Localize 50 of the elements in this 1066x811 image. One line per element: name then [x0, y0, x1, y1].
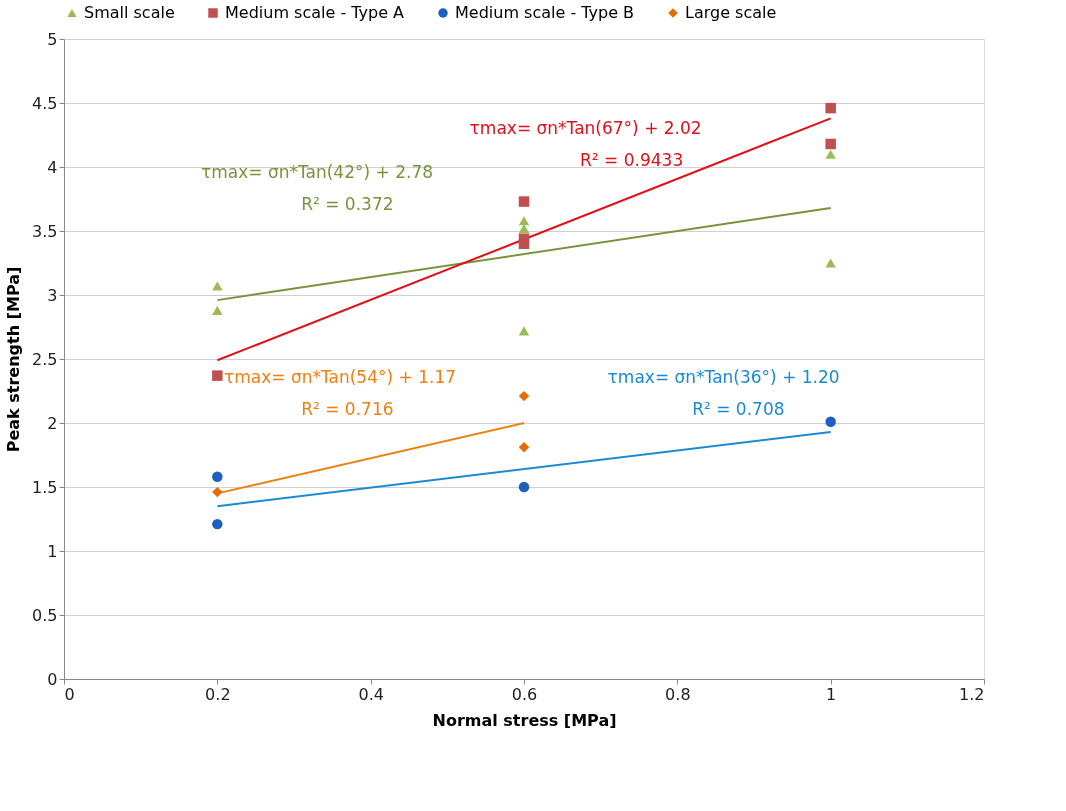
- point: [212, 370, 223, 381]
- annotation: τmax= σn*Tan(54°) + 1.17: [223, 367, 457, 388]
- point: [212, 281, 223, 291]
- annotation: τmax= σn*Tan(36°) + 1.20: [607, 367, 840, 388]
- y-tick-label: 2.5: [32, 349, 58, 369]
- y-axis-title: Peak strength [MPa]: [4, 266, 24, 453]
- point: [518, 196, 530, 207]
- y-tick-label: 1.5: [32, 477, 58, 497]
- annotation: R² = 0.372: [301, 194, 394, 215]
- x-tick-label: 0.2: [205, 684, 231, 704]
- point: [518, 442, 530, 453]
- x-tick-label: 1.2: [959, 684, 985, 704]
- y-tick-label: 0: [47, 669, 58, 689]
- x-tick-label: 1: [826, 684, 837, 704]
- point: [518, 216, 530, 226]
- annotation: τmax= σn*Tan(42°) + 2.78: [200, 162, 434, 183]
- y-tick-label: 1: [47, 541, 58, 561]
- point: [518, 481, 530, 493]
- y-tick-label: 4: [47, 157, 58, 177]
- x-tick-label: 0.6: [511, 684, 538, 704]
- y-tick-label: 2: [47, 413, 58, 433]
- legend-label: Small scale: [84, 3, 175, 22]
- point: [212, 471, 223, 482]
- legend-label: Medium scale - Type A: [225, 3, 405, 22]
- point: [518, 238, 530, 250]
- annotation: R² = 0.708: [692, 399, 785, 420]
- point: [212, 518, 223, 530]
- y-tick-label: 3.5: [32, 221, 58, 241]
- point: [825, 416, 836, 427]
- y-tick-label: 5: [47, 29, 58, 49]
- x-tick-label: 0: [64, 684, 75, 704]
- y-tick-label: 4.5: [32, 93, 58, 113]
- point: [825, 102, 836, 114]
- y-tick-label: 3: [47, 285, 58, 305]
- point: [825, 258, 836, 268]
- annotation: τmax= σn*Tan(67°) + 2.02: [469, 117, 702, 138]
- legend-label: Medium scale - Type B: [455, 3, 635, 22]
- annotation: R² = 0.9433: [580, 149, 684, 170]
- legend-label: Large scale: [685, 3, 777, 22]
- point: [518, 326, 530, 336]
- x-tick-label: 0.8: [665, 684, 691, 704]
- y-tick-label: 0.5: [32, 605, 58, 625]
- x-tick-label: 0.4: [358, 684, 384, 704]
- annotation: R² = 0.716: [301, 399, 394, 420]
- point: [212, 486, 223, 498]
- point: [518, 390, 530, 402]
- point: [212, 305, 223, 315]
- point: [825, 138, 836, 150]
- x-axis-title: Normal stress [MPa]: [432, 710, 617, 730]
- point: [825, 149, 836, 159]
